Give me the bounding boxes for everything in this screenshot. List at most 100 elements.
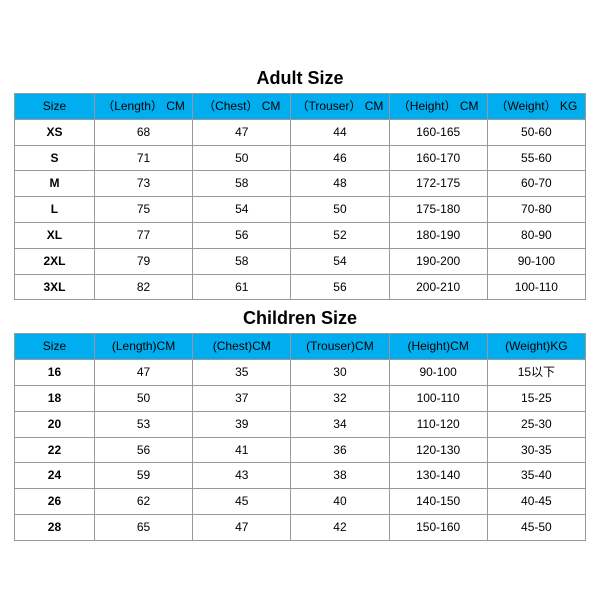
table-row: 18503732100-11015-25 bbox=[15, 385, 586, 411]
table-row: 22564136120-13030-35 bbox=[15, 437, 586, 463]
cell: 100-110 bbox=[487, 274, 585, 300]
cell-size: 2XL bbox=[15, 248, 95, 274]
table-row: 26624540140-15040-45 bbox=[15, 489, 586, 515]
cell: 40 bbox=[291, 489, 389, 515]
cell: 77 bbox=[94, 222, 192, 248]
cell: 73 bbox=[94, 171, 192, 197]
cell: 54 bbox=[193, 197, 291, 223]
cell: 30-35 bbox=[487, 437, 585, 463]
cell: 54 bbox=[291, 248, 389, 274]
cell-size: S bbox=[15, 145, 95, 171]
cell: 55-60 bbox=[487, 145, 585, 171]
cell-size: M bbox=[15, 171, 95, 197]
cell: 30 bbox=[291, 360, 389, 386]
table-row: 1647353090-10015以下 bbox=[15, 360, 586, 386]
cell: 50-60 bbox=[487, 119, 585, 145]
table-row: S715046160-17055-60 bbox=[15, 145, 586, 171]
size-charts-container: Adult Size Size （Length） CM （Chest） CM （… bbox=[0, 0, 600, 541]
cell: 150-160 bbox=[389, 514, 487, 540]
cell: 190-200 bbox=[389, 248, 487, 274]
cell: 41 bbox=[193, 437, 291, 463]
cell: 90-100 bbox=[487, 248, 585, 274]
cell: 70-80 bbox=[487, 197, 585, 223]
cell-size: 24 bbox=[15, 463, 95, 489]
cell: 50 bbox=[94, 385, 192, 411]
cell: 47 bbox=[94, 360, 192, 386]
table-row: XS684744160-16550-60 bbox=[15, 119, 586, 145]
cell-size: XL bbox=[15, 222, 95, 248]
col-chest: （Chest） CM bbox=[193, 94, 291, 120]
cell: 130-140 bbox=[389, 463, 487, 489]
children-header-row: Size (Length)CM (Chest)CM (Trouser)CM (H… bbox=[15, 334, 586, 360]
table-row: M735848172-17560-70 bbox=[15, 171, 586, 197]
cell: 45 bbox=[193, 489, 291, 515]
col-height: （Height） CM bbox=[389, 94, 487, 120]
cell: 200-210 bbox=[389, 274, 487, 300]
cell: 45-50 bbox=[487, 514, 585, 540]
col-length: （Length） CM bbox=[94, 94, 192, 120]
cell: 160-170 bbox=[389, 145, 487, 171]
children-title: Children Size bbox=[14, 308, 586, 329]
cell: 60-70 bbox=[487, 171, 585, 197]
cell: 34 bbox=[291, 411, 389, 437]
cell: 47 bbox=[193, 119, 291, 145]
cell: 100-110 bbox=[389, 385, 487, 411]
cell: 172-175 bbox=[389, 171, 487, 197]
col-trouser: (Trouser)CM bbox=[291, 334, 389, 360]
table-row: 28654742150-16045-50 bbox=[15, 514, 586, 540]
cell: 65 bbox=[94, 514, 192, 540]
cell: 80-90 bbox=[487, 222, 585, 248]
cell-size: L bbox=[15, 197, 95, 223]
col-weight: (Weight)KG bbox=[487, 334, 585, 360]
cell: 46 bbox=[291, 145, 389, 171]
cell: 25-30 bbox=[487, 411, 585, 437]
adult-size-table: Size （Length） CM （Chest） CM （Trouser） CM… bbox=[14, 93, 586, 300]
cell-size: 18 bbox=[15, 385, 95, 411]
cell-size: 16 bbox=[15, 360, 95, 386]
cell: 15-25 bbox=[487, 385, 585, 411]
cell: 120-130 bbox=[389, 437, 487, 463]
adult-header-row: Size （Length） CM （Chest） CM （Trouser） CM… bbox=[15, 94, 586, 120]
cell: 160-165 bbox=[389, 119, 487, 145]
cell: 40-45 bbox=[487, 489, 585, 515]
cell: 68 bbox=[94, 119, 192, 145]
cell: 37 bbox=[193, 385, 291, 411]
cell: 56 bbox=[193, 222, 291, 248]
adult-title: Adult Size bbox=[14, 68, 586, 89]
table-row: 2XL795854190-20090-100 bbox=[15, 248, 586, 274]
cell: 36 bbox=[291, 437, 389, 463]
cell: 90-100 bbox=[389, 360, 487, 386]
table-row: 20533934110-12025-30 bbox=[15, 411, 586, 437]
cell-size: 20 bbox=[15, 411, 95, 437]
cell: 180-190 bbox=[389, 222, 487, 248]
cell: 50 bbox=[193, 145, 291, 171]
cell: 44 bbox=[291, 119, 389, 145]
cell: 35-40 bbox=[487, 463, 585, 489]
cell: 59 bbox=[94, 463, 192, 489]
cell: 50 bbox=[291, 197, 389, 223]
cell: 58 bbox=[193, 171, 291, 197]
cell: 47 bbox=[193, 514, 291, 540]
children-size-table: Size (Length)CM (Chest)CM (Trouser)CM (H… bbox=[14, 333, 586, 540]
cell: 52 bbox=[291, 222, 389, 248]
table-row: XL775652180-19080-90 bbox=[15, 222, 586, 248]
cell: 58 bbox=[193, 248, 291, 274]
table-row: L755450175-18070-80 bbox=[15, 197, 586, 223]
cell: 140-150 bbox=[389, 489, 487, 515]
cell: 56 bbox=[94, 437, 192, 463]
cell-size: 22 bbox=[15, 437, 95, 463]
cell: 110-120 bbox=[389, 411, 487, 437]
cell: 53 bbox=[94, 411, 192, 437]
table-row: 24594338130-14035-40 bbox=[15, 463, 586, 489]
cell: 71 bbox=[94, 145, 192, 171]
cell: 32 bbox=[291, 385, 389, 411]
cell: 61 bbox=[193, 274, 291, 300]
cell: 79 bbox=[94, 248, 192, 274]
cell: 42 bbox=[291, 514, 389, 540]
cell: 48 bbox=[291, 171, 389, 197]
cell: 15以下 bbox=[487, 360, 585, 386]
col-size: Size bbox=[15, 334, 95, 360]
children-tbody: 1647353090-10015以下 18503732100-11015-25 … bbox=[15, 360, 586, 541]
cell: 175-180 bbox=[389, 197, 487, 223]
cell-size: 26 bbox=[15, 489, 95, 515]
